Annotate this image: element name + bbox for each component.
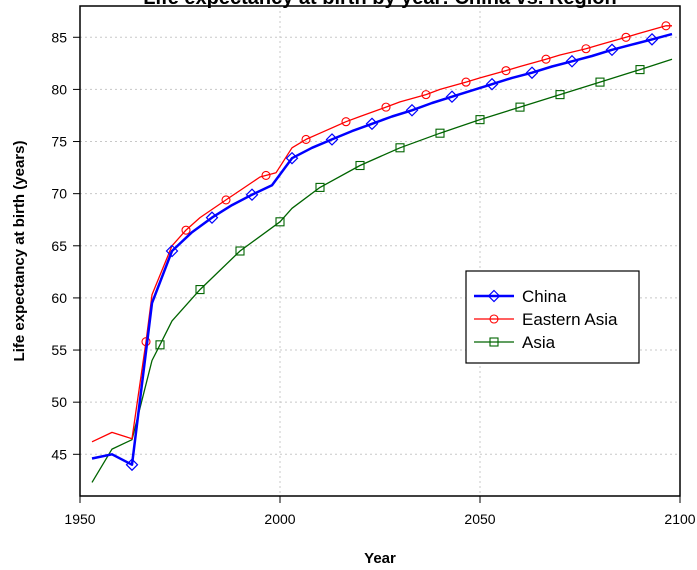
data-point-china: [125, 458, 139, 472]
data-point-asia: [395, 143, 405, 153]
y-tick-label: 60: [51, 290, 67, 306]
data-point-china: [605, 43, 619, 57]
data-point-china: [245, 188, 259, 202]
series-line-china: [91, 32, 673, 466]
data-point-china: [365, 117, 379, 131]
data-point-asia: [595, 77, 605, 87]
data-point-eastern-asia: [421, 90, 431, 100]
y-tick-label: 55: [51, 342, 67, 358]
legend: China Eastern Asia Asia: [465, 270, 640, 364]
data-point-china: [485, 77, 499, 91]
data-point-china: [165, 244, 179, 258]
data-point-eastern-asia: [661, 21, 671, 31]
y-tick-label: 85: [51, 29, 67, 45]
data-point-eastern-asia: [181, 225, 191, 235]
y-tick-label: 70: [51, 186, 67, 202]
data-point-eastern-asia: [461, 77, 471, 87]
x-tick-label: 2050: [464, 511, 495, 527]
data-point-china: [565, 54, 579, 68]
data-point-china: [645, 33, 659, 46]
data-point-eastern-asia: [341, 117, 351, 127]
data-point-china: [285, 151, 299, 165]
data-point-eastern-asia: [301, 134, 311, 144]
data-point-china: [405, 103, 419, 117]
x-tick-label: 2000: [264, 511, 295, 527]
legend-label-eastern-asia: Eastern Asia: [522, 310, 618, 329]
legend-marker-eastern-asia: [489, 314, 499, 324]
y-tick-label: 80: [51, 81, 67, 97]
legend-marker-asia: [489, 337, 499, 347]
y-tick-label: 45: [51, 446, 67, 462]
y-axis-title: Life expectancy at birth (years): [11, 141, 28, 362]
data-point-eastern-asia: [221, 195, 231, 205]
legend-marker-china: [487, 289, 501, 303]
data-point-asia: [195, 285, 205, 295]
data-point-asia: [355, 160, 365, 171]
data-point-china: [525, 66, 539, 80]
data-point-eastern-asia: [501, 66, 511, 76]
data-point-asia: [475, 115, 485, 125]
data-point-asia: [155, 340, 165, 350]
data-point-eastern-asia: [381, 102, 391, 112]
data-point-china: [325, 133, 339, 146]
y-tick-label: 50: [51, 394, 67, 410]
x-axis-title: Year: [364, 550, 396, 567]
data-point-eastern-asia: [581, 44, 591, 54]
legend-label-asia: Asia: [522, 333, 556, 352]
data-point-eastern-asia: [621, 32, 631, 42]
data-point-asia: [435, 128, 445, 138]
x-tick-label: 1950: [64, 511, 95, 527]
series-line-asia: [91, 58, 673, 483]
data-point-asia: [315, 182, 325, 192]
y-tick-label: 75: [51, 134, 67, 150]
data-point-asia: [555, 90, 565, 100]
data-point-eastern-asia: [541, 54, 551, 64]
series-layer: [91, 21, 673, 483]
chart-title: Life expectancy at birth by year: China …: [143, 0, 616, 9]
legend-label-china: China: [522, 287, 567, 306]
data-point-asia: [235, 246, 245, 256]
data-point-china: [445, 90, 459, 104]
data-point-asia: [275, 217, 285, 227]
plot-frame: [79, 5, 681, 497]
data-point-asia: [635, 65, 645, 75]
x-tick-label: 2100: [664, 511, 695, 527]
data-point-china: [205, 211, 219, 224]
series-line-eastern-asia: [91, 25, 672, 443]
ticks: 1950 2000 2050 2100 45 50 55 60 65 70 75 80 85: [51, 29, 695, 527]
legend-box: [465, 270, 640, 364]
y-tick-label: 65: [51, 238, 67, 254]
data-point-eastern-asia: [261, 170, 271, 180]
data-point-asia: [515, 102, 525, 112]
